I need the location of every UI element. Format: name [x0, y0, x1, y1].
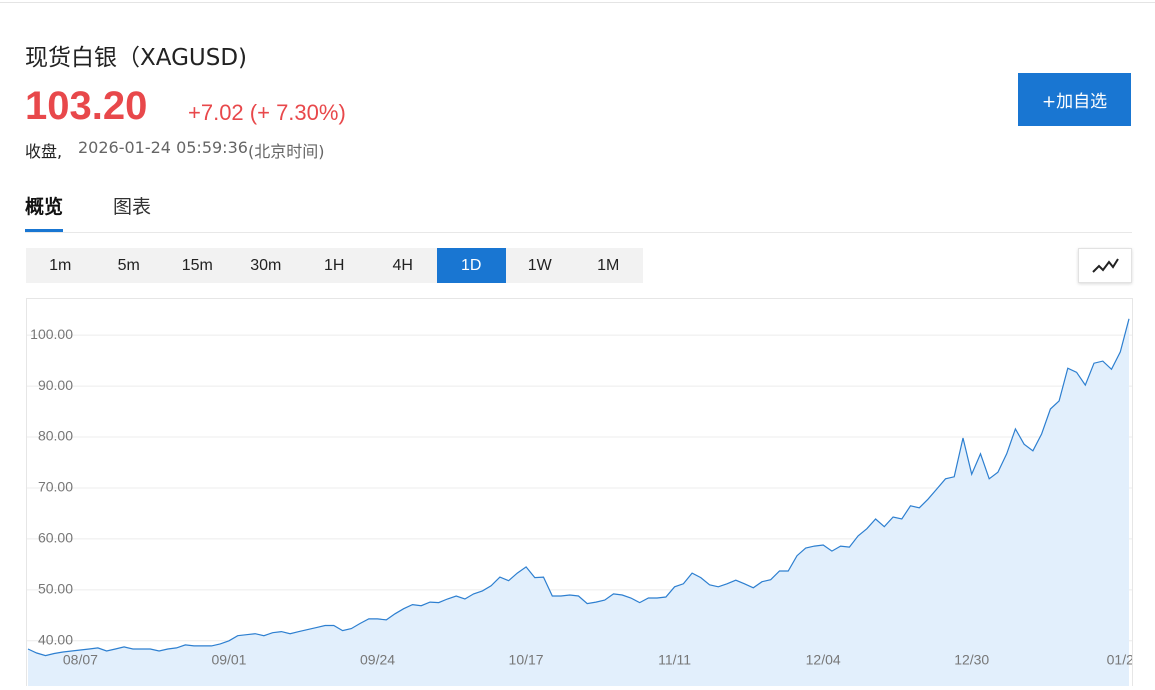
interval-button[interactable]: 1D: [437, 248, 506, 283]
interval-button[interactable]: 1m: [49, 257, 72, 274]
price-change: +7.02 (+ 7.30%): [188, 100, 346, 125]
instrument-title: 现货白银（XAGUSD): [25, 45, 248, 71]
y-tick-label: 60.00: [38, 530, 73, 546]
tab-bar: 概览 图表: [25, 192, 151, 232]
price: 103.20: [25, 84, 148, 128]
y-tick-label: 40.00: [38, 632, 73, 648]
chart: 40.00 50.00 60.00 70.00 80.00 90.00 100.00 08/0…: [27, 318, 1134, 686]
interval-button[interactable]: 1H: [324, 257, 345, 274]
y-tick-label: 70.00: [38, 479, 73, 495]
area-fill: [28, 318, 1129, 686]
market-status: 收盘,: [25, 142, 63, 161]
timezone: (北京时间): [248, 142, 325, 161]
x-tick-label: 09/24: [360, 652, 395, 668]
x-tick-label: 11/11: [658, 652, 691, 668]
add-watchlist-button[interactable]: +加自选: [1018, 73, 1131, 126]
x-tick-label: 12/30: [954, 652, 989, 668]
interval-button[interactable]: 1W: [527, 257, 552, 274]
top-border: [0, 2, 1155, 3]
x-tick-label: 08/07: [63, 652, 98, 668]
price-line: [27, 318, 1130, 657]
tab[interactable]: 概览: [25, 192, 64, 232]
divider: [25, 232, 1132, 233]
interval-button[interactable]: 1M: [597, 257, 620, 274]
x-tick-label: 01/2: [1107, 652, 1132, 668]
y-tick-label: 50.00: [38, 581, 73, 597]
tab[interactable]: 图表: [113, 196, 152, 218]
chart-type-button[interactable]: [1078, 248, 1132, 283]
interval-selector: 1m 5m 15m 30m 1H 4H 1D 1W 1M: [26, 248, 643, 283]
y-tick-label: 80.00: [38, 428, 73, 444]
interval-button[interactable]: 5m: [117, 257, 140, 274]
y-tick-label: 100.00: [30, 326, 73, 342]
chart-type-icon: [1092, 258, 1119, 273]
interval-button[interactable]: 15m: [181, 257, 213, 274]
interval-button[interactable]: 4H: [392, 257, 413, 274]
chart-panel: 40.00 50.00 60.00 70.00 80.00 90.00 100.00 08/0…: [26, 298, 1134, 686]
x-tick-label: 10/17: [509, 652, 544, 668]
y-tick-label: 90.00: [38, 377, 73, 393]
x-tick-label: 12/04: [806, 652, 841, 668]
x-tick-label: 09/01: [211, 652, 246, 668]
interval-button[interactable]: 30m: [250, 257, 282, 274]
timestamp: 2026-01-24 05:59:36: [78, 138, 248, 157]
